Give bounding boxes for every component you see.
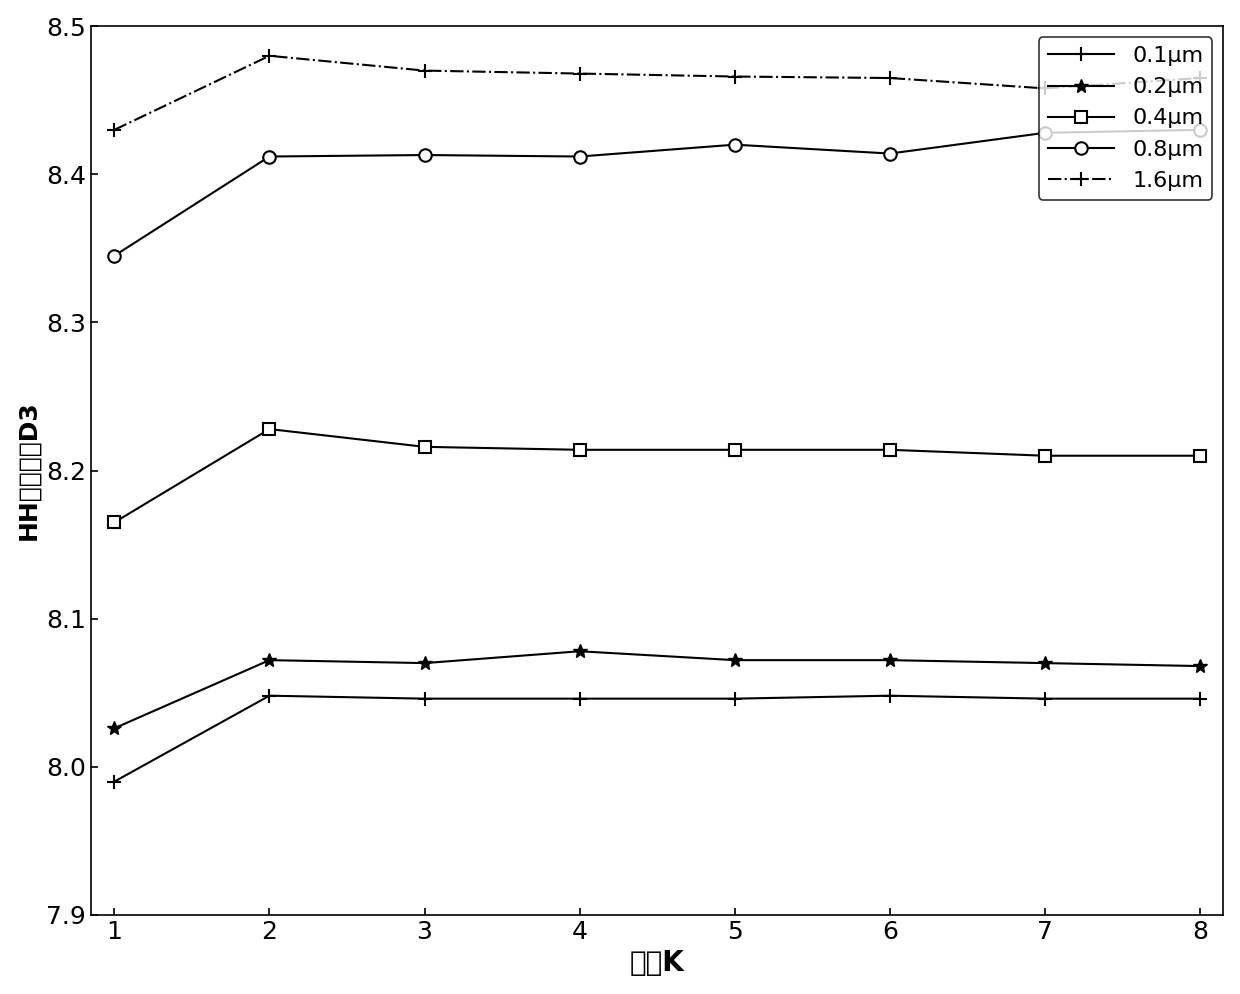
0.8μm: [1193, 124, 1208, 136]
0.8μm: [417, 149, 432, 161]
0.4μm: [1193, 449, 1208, 461]
0.8μm: [883, 147, 898, 159]
1.6μm: [417, 65, 432, 77]
0.4μm: [107, 517, 122, 529]
0.1μm: [107, 775, 122, 787]
0.1μm: [1193, 693, 1208, 705]
0.4μm: [572, 444, 587, 456]
0.1μm: [572, 693, 587, 705]
Y-axis label: HH对应方向D3: HH对应方向D3: [16, 401, 41, 541]
Legend: 0.1μm, 0.2μm, 0.4μm, 0.8μm, 1.6μm: 0.1μm, 0.2μm, 0.4μm, 0.8μm, 1.6μm: [1039, 38, 1213, 200]
0.4μm: [883, 444, 898, 456]
0.8μm: [262, 150, 277, 162]
X-axis label: 步距K: 步距K: [630, 949, 684, 977]
0.1μm: [417, 693, 432, 705]
0.2μm: [883, 654, 898, 666]
0.2μm: [417, 657, 432, 669]
0.8μm: [107, 249, 122, 261]
1.6μm: [1193, 72, 1208, 83]
0.2μm: [728, 654, 743, 666]
0.2μm: [572, 645, 587, 657]
0.2μm: [262, 654, 277, 666]
Line: 0.8μm: 0.8μm: [108, 123, 1207, 262]
0.4μm: [262, 423, 277, 435]
Line: 0.2μm: 0.2μm: [108, 644, 1207, 736]
0.1μm: [262, 690, 277, 702]
Line: 1.6μm: 1.6μm: [108, 49, 1207, 137]
0.2μm: [107, 723, 122, 735]
0.2μm: [1038, 657, 1053, 669]
0.4μm: [417, 441, 432, 453]
Line: 0.4μm: 0.4μm: [109, 423, 1205, 528]
0.8μm: [728, 139, 743, 151]
1.6μm: [883, 72, 898, 83]
0.1μm: [1038, 693, 1053, 705]
1.6μm: [728, 71, 743, 83]
1.6μm: [107, 124, 122, 136]
Line: 0.1μm: 0.1μm: [108, 689, 1207, 788]
0.4μm: [728, 444, 743, 456]
1.6μm: [262, 50, 277, 62]
0.2μm: [1193, 660, 1208, 672]
0.1μm: [883, 690, 898, 702]
0.1μm: [728, 693, 743, 705]
0.4μm: [1038, 449, 1053, 461]
0.8μm: [1038, 127, 1053, 139]
1.6μm: [1038, 83, 1053, 94]
1.6μm: [572, 68, 587, 80]
0.8μm: [572, 150, 587, 162]
